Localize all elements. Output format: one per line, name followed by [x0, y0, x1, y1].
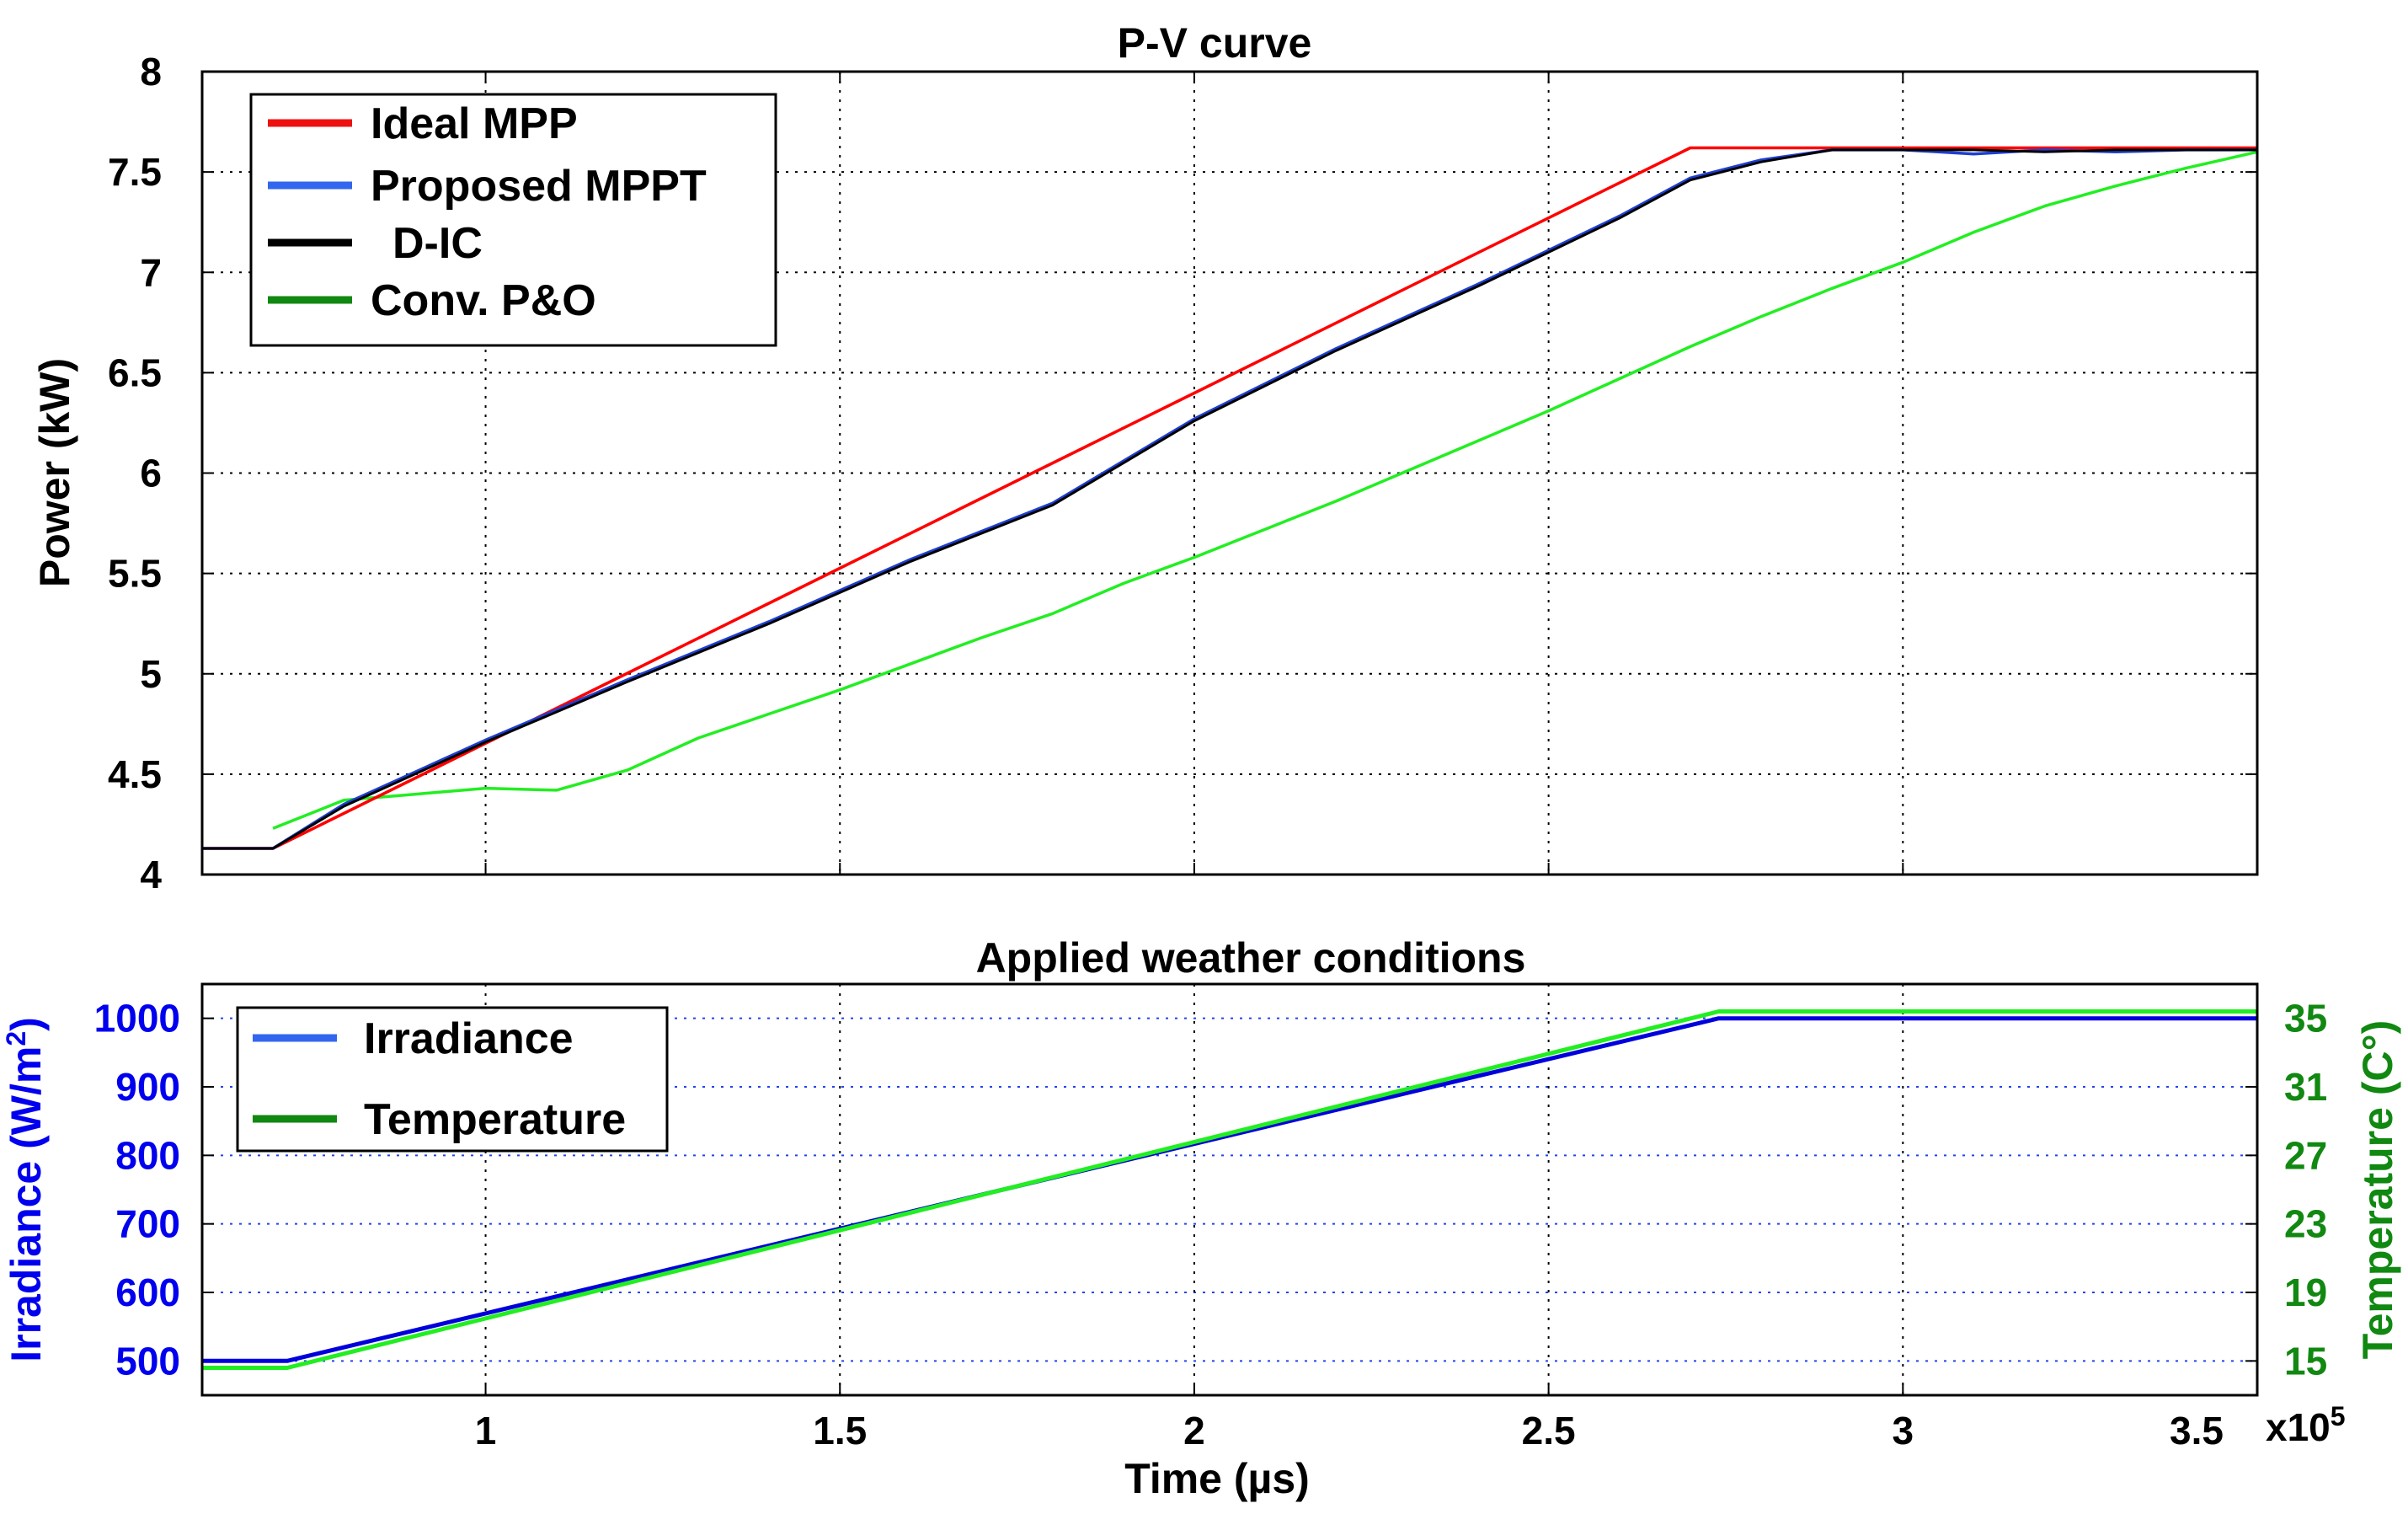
weather-ylabel-left-base: Irradiance (W/m: [3, 1046, 50, 1362]
weather-ylabel-left-sup: 2: [1, 1031, 31, 1046]
time-tick-label: 1.5: [813, 1409, 867, 1452]
legend-label-d-ic: D-IC: [392, 219, 483, 268]
time-xlabel: Time (µs): [1124, 1455, 1310, 1502]
weather-legend-box: [236, 1006, 669, 1153]
pv-chart-title: P-V curve: [1118, 19, 1312, 67]
time-tick-label: 1: [475, 1409, 497, 1452]
pv-ytick-label: 5.5: [108, 552, 162, 596]
time-tick-label: 2.5: [1522, 1409, 1576, 1452]
pv-ytick-label: 8: [140, 50, 162, 94]
irradiance-tick-label: 600: [115, 1271, 180, 1314]
weather-chart: Applied weather conditions 500 600 700 800 9…: [1, 934, 2401, 1502]
x-multiplier: x105: [2266, 1401, 2346, 1449]
time-tick-label: 3.5: [2170, 1409, 2224, 1452]
pv-ytick-label: 6: [140, 452, 162, 495]
legend-label-conv-po: Conv. P&O: [371, 276, 596, 325]
irradiance-tick-label: 500: [115, 1339, 180, 1383]
temperature-tick-label: 23: [2284, 1202, 2327, 1246]
pv-ytick-label: 5: [140, 652, 162, 696]
temperature-tick-label: 27: [2284, 1133, 2327, 1177]
pv-legend: Ideal MPP Proposed MPPT D-IC Conv. P&O: [249, 93, 777, 347]
pv-ticks: 4 4.5 5 5.5 6 6.5 7 7.5 8: [108, 50, 2257, 896]
time-tick-label: 3: [1893, 1409, 1914, 1452]
irradiance-tick-label: 900: [115, 1065, 180, 1109]
weather-series: [202, 1009, 2257, 1370]
legend-label-temperature: Temperature: [364, 1095, 626, 1144]
pv-ytick-label: 7.5: [108, 150, 162, 194]
irradiance-tick-label: 800: [115, 1133, 180, 1177]
legend-label-proposed-mppt: Proposed MPPT: [371, 162, 707, 211]
weather-grid: [202, 984, 2257, 1395]
x-multiplier-exp: 5: [2331, 1401, 2346, 1431]
pv-curve-chart: P-V curve 4 4.5 5 5.5 6 6.5 7 7.5 8 Power (kW) I…: [31, 19, 2259, 896]
temperature-tick-label: 35: [2284, 997, 2327, 1041]
pv-ylabel: Power (kW): [31, 358, 78, 587]
pv-ytick-label: 4.5: [108, 752, 162, 796]
time-tick-label: 2: [1183, 1409, 1205, 1452]
weather-plot-frame: [200, 982, 2259, 1397]
series-line-d-ic: [202, 148, 2257, 850]
temperature-tick-label: 19: [2284, 1271, 2327, 1314]
pv-ytick-label: 7: [140, 250, 162, 294]
pv-plot-frame: [200, 70, 2259, 876]
legend-label-ideal-mpp: Ideal MPP: [371, 99, 578, 148]
weather-ticks: 500 600 700 800 900 1000 15 19 23 27 31 35 1 1.5 2 2.5 3…: [94, 997, 2328, 1452]
pv-ytick-label: 6.5: [108, 350, 162, 394]
temperature-tick-label: 15: [2284, 1339, 2327, 1383]
weather-ylabel-left-end: ): [3, 1017, 50, 1031]
weather-ylabel-right: Temperature (C°): [2354, 1020, 2401, 1359]
temperature-tick-label: 31: [2284, 1065, 2327, 1109]
legend-label-irradiance: Irradiance: [364, 1014, 574, 1063]
series-line-conv-p-o: [272, 150, 2258, 830]
series-line-temperature: [202, 1009, 2257, 1370]
irradiance-tick-label: 1000: [94, 997, 180, 1041]
weather-chart-title: Applied weather conditions: [976, 934, 1526, 982]
pv-ytick-label: 4: [140, 853, 162, 896]
weather-ylabel-left: Irradiance (W/m2): [1, 1017, 50, 1362]
irradiance-tick-label: 700: [115, 1202, 180, 1246]
x-multiplier-base: x10: [2266, 1405, 2331, 1449]
weather-legend: Irradiance Temperature: [236, 1006, 669, 1153]
pv-series: [202, 146, 2258, 850]
